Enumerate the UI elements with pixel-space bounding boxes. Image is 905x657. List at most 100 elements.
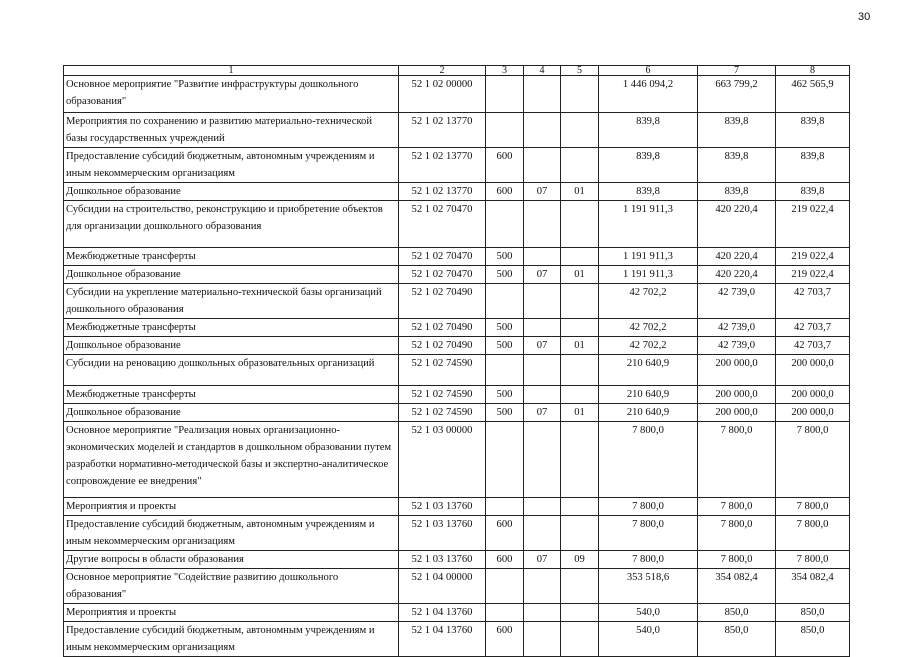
row-name-cell: Субсидии на реновацию дошкольных образов… — [63, 354, 399, 386]
row-value-cell — [523, 247, 561, 266]
row-value-cell — [523, 421, 561, 498]
row-name-cell: Дошкольное образование — [63, 182, 399, 201]
row-value-cell: 839,8 — [598, 112, 698, 148]
row-name-cell: Предоставление субсидий бюджетным, автон… — [63, 621, 399, 657]
row-value-cell — [485, 283, 524, 319]
table-row: Субсидии на строительство, реконструкцию… — [63, 200, 850, 248]
table-row: Дошкольное образование 52 1 02 13770 600 07… — [63, 182, 850, 201]
row-value-cell — [560, 421, 599, 498]
row-value-cell: 7 800,0 — [697, 515, 776, 551]
row-value-cell: 210 640,9 — [598, 385, 698, 404]
row-value-cell: 42 739,0 — [697, 336, 776, 355]
row-value-cell: 500 — [485, 247, 524, 266]
row-value-cell: 42 703,7 — [775, 283, 850, 319]
row-value-cell: 52 1 02 74590 — [398, 403, 486, 422]
row-value-cell: 52 1 02 13770 — [398, 147, 486, 183]
row-value-cell: 600 — [485, 550, 524, 569]
table-row: Межбюджетные трансферты 52 1 02 70470 500 1… — [63, 247, 850, 266]
row-value-cell: 09 — [560, 550, 599, 569]
table-row: Межбюджетные трансферты 52 1 02 74590 500 2… — [63, 385, 850, 404]
row-value-cell — [523, 200, 561, 248]
row-value-cell: 01 — [560, 336, 599, 355]
row-value-cell: 839,8 — [775, 112, 850, 148]
table-row: Мероприятия и проекты 52 1 03 13760 7 800,… — [63, 497, 850, 516]
table-row: Предоставление субсидий бюджетным, автон… — [63, 621, 850, 657]
row-value-cell — [560, 354, 599, 386]
row-value-cell: 420 220,4 — [697, 200, 776, 248]
row-value-cell — [560, 318, 599, 337]
row-name-cell: Основное мероприятие "Развитие инфрастру… — [63, 75, 399, 113]
row-value-cell: 839,8 — [598, 147, 698, 183]
row-value-cell: 7 800,0 — [697, 550, 776, 569]
row-value-cell: 42 739,0 — [697, 283, 776, 319]
row-value-cell: 52 1 02 13770 — [398, 112, 486, 148]
row-value-cell: 540,0 — [598, 621, 698, 657]
row-value-cell — [485, 568, 524, 604]
row-value-cell: 42 702,2 — [598, 283, 698, 319]
table-row: Основное мероприятие "Реализация новых о… — [63, 421, 850, 498]
row-value-cell — [560, 75, 599, 113]
row-value-cell: 01 — [560, 265, 599, 284]
row-value-cell — [560, 283, 599, 319]
row-value-cell: 354 082,4 — [697, 568, 776, 604]
row-value-cell: 52 1 02 70470 — [398, 265, 486, 284]
row-value-cell: 353 518,6 — [598, 568, 698, 604]
row-value-cell: 52 1 04 00000 — [398, 568, 486, 604]
row-value-cell: 01 — [560, 403, 599, 422]
row-value-cell: 839,8 — [697, 112, 776, 148]
row-value-cell: 500 — [485, 403, 524, 422]
row-value-cell: 850,0 — [697, 621, 776, 657]
table-row: Предоставление субсидий бюджетным, автон… — [63, 147, 850, 183]
row-name-cell: Межбюджетные трансферты — [63, 247, 399, 266]
row-name-cell: Предоставление субсидий бюджетным, автон… — [63, 515, 399, 551]
row-value-cell: 200 000,0 — [775, 354, 850, 386]
column-header: 8 — [775, 65, 850, 76]
row-value-cell: 500 — [485, 385, 524, 404]
row-value-cell: 600 — [485, 621, 524, 657]
table-row: Межбюджетные трансферты 52 1 02 70490 500 4… — [63, 318, 850, 337]
row-name-cell: Субсидии на строительство, реконструкцию… — [63, 200, 399, 248]
row-value-cell — [523, 497, 561, 516]
row-value-cell: 500 — [485, 336, 524, 355]
row-value-cell: 1 191 911,3 — [598, 247, 698, 266]
row-value-cell: 850,0 — [775, 621, 850, 657]
row-name-cell: Мероприятия и проекты — [63, 603, 399, 622]
row-value-cell: 52 1 02 70490 — [398, 336, 486, 355]
row-value-cell: 1 446 094,2 — [598, 75, 698, 113]
row-value-cell: 7 800,0 — [598, 497, 698, 516]
table-row: Субсидии на реновацию дошкольных образов… — [63, 354, 850, 386]
row-value-cell: 07 — [523, 336, 561, 355]
row-value-cell: 52 1 02 13770 — [398, 182, 486, 201]
row-value-cell — [523, 621, 561, 657]
row-value-cell: 52 1 02 74590 — [398, 385, 486, 404]
row-value-cell — [485, 200, 524, 248]
row-value-cell: 07 — [523, 182, 561, 201]
row-value-cell — [523, 147, 561, 183]
row-value-cell: 1 191 911,3 — [598, 265, 698, 284]
table-row: Дошкольное образование 52 1 02 74590 500 07… — [63, 403, 850, 422]
page-number: 30 — [858, 11, 871, 23]
row-value-cell: 52 1 02 70490 — [398, 318, 486, 337]
row-value-cell: 839,8 — [598, 182, 698, 201]
row-value-cell: 7 800,0 — [598, 421, 698, 498]
row-value-cell — [485, 75, 524, 113]
row-value-cell: 663 799,2 — [697, 75, 776, 113]
row-value-cell: 52 1 02 00000 — [398, 75, 486, 113]
row-value-cell: 52 1 02 70470 — [398, 200, 486, 248]
row-value-cell: 850,0 — [775, 603, 850, 622]
column-header: 6 — [598, 65, 698, 76]
budget-table: 1 2 3 4 5 6 7 8 Основное мероприятие "Развитие и… — [63, 65, 850, 657]
column-header: 7 — [697, 65, 776, 76]
row-value-cell — [560, 568, 599, 604]
row-value-cell: 52 1 03 00000 — [398, 421, 486, 498]
row-value-cell — [560, 603, 599, 622]
row-value-cell: 42 703,7 — [775, 318, 850, 337]
row-name-cell: Межбюджетные трансферты — [63, 385, 399, 404]
row-value-cell — [560, 385, 599, 404]
table-row: Основное мероприятие "Содействие развити… — [63, 568, 850, 604]
row-value-cell — [523, 75, 561, 113]
row-name-cell: Основное мероприятие "Реализация новых о… — [63, 421, 399, 498]
row-value-cell — [485, 603, 524, 622]
row-value-cell — [523, 112, 561, 148]
